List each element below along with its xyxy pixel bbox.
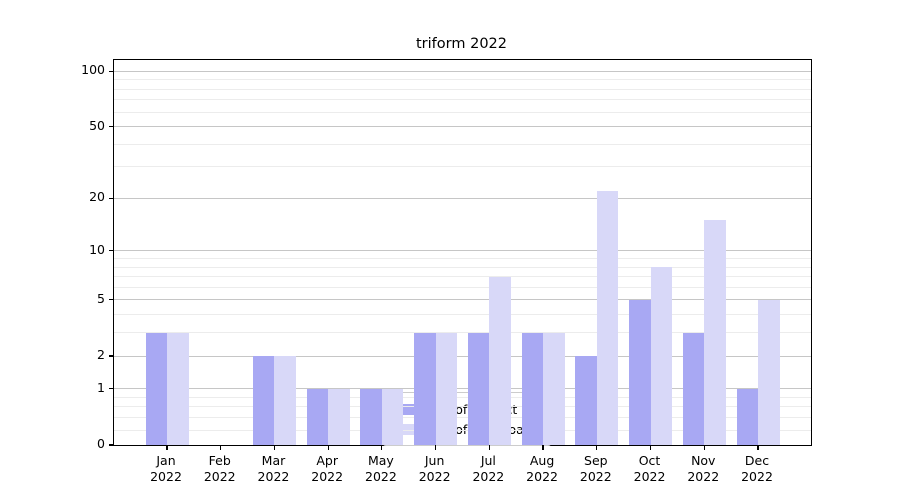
x-tick-label-jan-2022: Jan 2022	[150, 453, 182, 484]
bar-nb-of-downloads-jun-2022	[435, 332, 458, 445]
y-tick-label-1: 1	[97, 379, 105, 395]
bar-nb-of-distinct-ips-sep-2022	[575, 356, 597, 445]
x-tick-label-feb-2022: Feb 2022	[203, 453, 236, 484]
bar-nb-of-downloads-may-2022	[381, 388, 404, 445]
gridline-minor-8	[114, 266, 811, 268]
bar-nb-of-distinct-ips-jan-2022	[145, 332, 167, 445]
bar-nb-of-distinct-ips-oct-2022	[629, 299, 651, 445]
x-tick-label-jun-2022: Jun 2022	[418, 453, 451, 484]
x-tick-mark-apr-2022	[327, 445, 329, 450]
x-tick-mark-jul-2022	[488, 445, 490, 450]
bar-nb-of-distinct-ips-apr-2022	[306, 388, 329, 445]
bar-nb-of-distinct-ips-dec-2022	[736, 388, 758, 445]
y-tick-mark-10	[109, 250, 114, 252]
gridline-minor-9	[114, 258, 811, 260]
bar-nb-of-distinct-ips-jul-2022	[467, 332, 490, 445]
plot-area: Nb of distinct IPs Nb of downloads	[109, 59, 812, 450]
y-tick-label-2: 2	[97, 347, 105, 363]
x-tick-mark-feb-2022	[220, 445, 222, 450]
y-tick-label-10: 10	[89, 241, 105, 257]
bar-nb-of-distinct-ips-may-2022	[360, 388, 382, 445]
y-tick-mark-100	[109, 70, 114, 72]
y-tick-mark-5	[109, 299, 114, 301]
gridline-major-50	[114, 126, 811, 128]
y-tick-mark-1	[109, 388, 114, 390]
gridline-minor-70	[114, 99, 811, 101]
x-tick-label-aug-2022: Aug 2022	[526, 453, 558, 484]
gridline-minor-30	[114, 166, 811, 168]
gridline-minor-80	[114, 88, 811, 90]
chart-title: triform 2022	[416, 36, 507, 52]
y-tick-mark-2	[109, 355, 114, 357]
gridline-major-100	[114, 70, 811, 72]
y-tick-mark-50	[109, 125, 114, 128]
bar-nb-of-downloads-jan-2022	[167, 332, 189, 445]
gridline-minor-0-8	[114, 396, 811, 398]
legend-swatch-distinct-ips	[391, 403, 424, 415]
gridline-major-10	[114, 250, 811, 252]
gridline-minor-4	[114, 314, 811, 316]
x-tick-mark-may-2022	[381, 445, 383, 450]
y-tick-label-100: 100	[81, 62, 105, 78]
gridline-major-5	[114, 299, 811, 301]
y-tick-label-50: 50	[89, 117, 105, 133]
gridline-major-2	[114, 355, 811, 357]
bar-nb-of-downloads-sep-2022	[596, 191, 619, 445]
bar-nb-of-distinct-ips-nov-2022	[682, 332, 705, 445]
x-tick-label-jul-2022: Jul 2022	[472, 453, 505, 484]
x-tick-label-apr-2022: Apr 2022	[311, 453, 344, 484]
gridline-minor-6	[114, 286, 811, 288]
y-tick-mark-20	[109, 197, 114, 200]
x-tick-mark-aug-2022	[542, 445, 544, 450]
x-tick-mark-jun-2022	[435, 445, 437, 450]
gridline-major-1	[114, 388, 811, 390]
gridline-minor-3	[114, 332, 811, 334]
y-tick-mark-0	[109, 444, 114, 446]
x-tick-label-sep-2022: Sep 2022	[579, 453, 612, 484]
bar-nb-of-distinct-ips-mar-2022	[252, 356, 275, 445]
gridline-major-20	[114, 197, 811, 199]
bar-nb-of-downloads-mar-2022	[274, 356, 296, 445]
x-tick-mark-nov-2022	[703, 445, 705, 450]
y-tick-label-5: 5	[97, 290, 105, 306]
x-tick-label-oct-2022: Oct 2022	[633, 453, 666, 484]
x-tick-mark-dec-2022	[757, 445, 759, 450]
gridline-minor-0-2	[114, 429, 811, 431]
y-tick-label-0: 0	[97, 436, 105, 451]
x-tick-label-dec-2022: Dec 2022	[741, 453, 773, 484]
x-tick-mark-oct-2022	[649, 445, 652, 450]
gridline-minor-40	[114, 143, 811, 145]
bar-nb-of-downloads-aug-2022	[543, 332, 565, 445]
gridline-minor-7	[114, 276, 811, 278]
x-tick-label-may-2022: May 2022	[365, 453, 397, 484]
bar-nb-of-downloads-jul-2022	[489, 276, 511, 445]
x-tick-mark-jan-2022	[166, 445, 168, 450]
gridline-minor-90	[114, 79, 811, 81]
bar-nb-of-downloads-apr-2022	[328, 388, 350, 445]
gridline-minor-0-4	[114, 417, 811, 419]
legend-swatch-downloads	[391, 423, 424, 435]
bar-nb-of-distinct-ips-aug-2022	[521, 332, 544, 445]
x-tick-label-nov-2022: Nov 2022	[687, 453, 720, 484]
bar-nb-of-downloads-oct-2022	[650, 267, 673, 445]
bar-nb-of-downloads-nov-2022	[704, 220, 726, 445]
bar-nb-of-distinct-ips-jun-2022	[414, 332, 436, 445]
y-tick-label-20: 20	[89, 189, 105, 205]
gridline-minor-60	[114, 111, 811, 113]
gridline-minor-0-6	[114, 406, 811, 408]
x-tick-mark-sep-2022	[596, 445, 598, 450]
x-tick-label-mar-2022: Mar 2022	[257, 453, 290, 484]
x-tick-mark-mar-2022	[273, 445, 276, 450]
bar-nb-of-downloads-dec-2022	[758, 299, 780, 445]
